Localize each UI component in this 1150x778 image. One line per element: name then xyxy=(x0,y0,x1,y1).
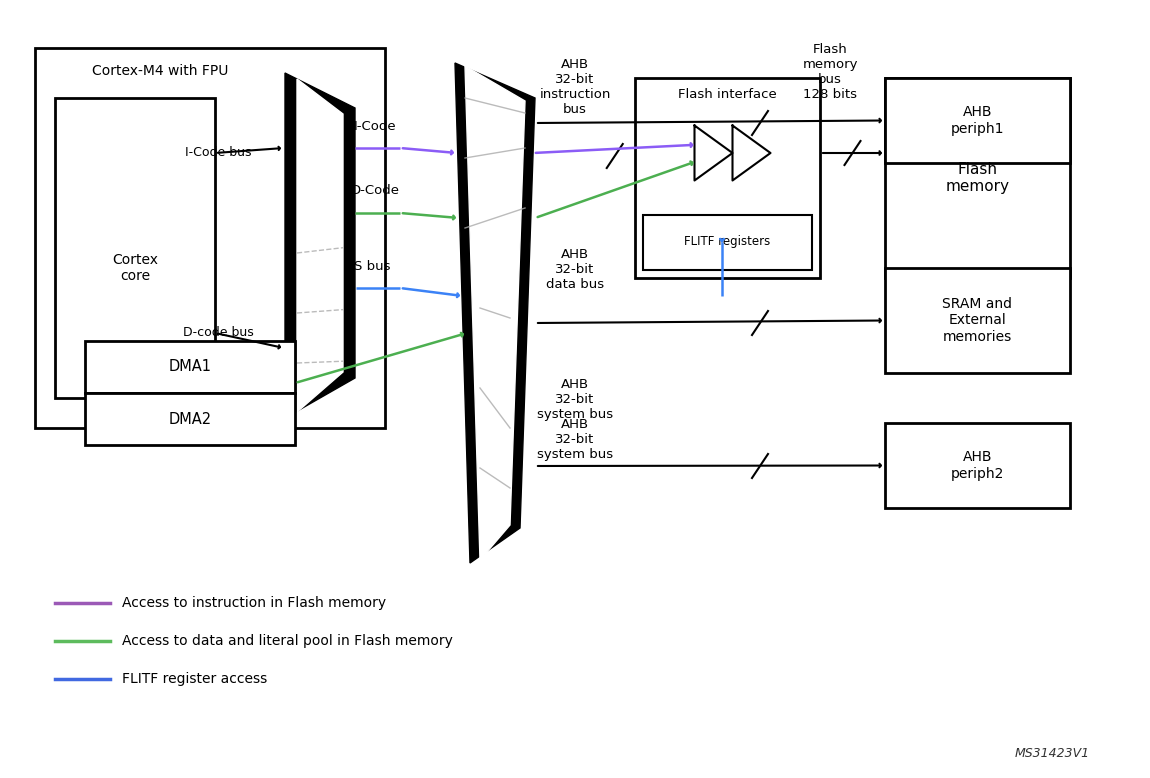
FancyBboxPatch shape xyxy=(886,78,1070,163)
Polygon shape xyxy=(465,66,526,560)
Text: AHB
periph1: AHB periph1 xyxy=(951,105,1004,135)
FancyBboxPatch shape xyxy=(85,393,296,445)
Text: DMA2: DMA2 xyxy=(168,412,212,426)
Text: Flash
memory
bus
128 bits: Flash memory bus 128 bits xyxy=(803,43,858,101)
Text: Flash interface: Flash interface xyxy=(678,88,777,101)
Text: AHB
32-bit
data bus: AHB 32-bit data bus xyxy=(546,248,604,291)
Text: Access to instruction in Flash memory: Access to instruction in Flash memory xyxy=(122,596,386,610)
Polygon shape xyxy=(285,73,355,418)
FancyBboxPatch shape xyxy=(55,98,215,398)
Text: Access to data and literal pool in Flash memory: Access to data and literal pool in Flash… xyxy=(122,634,453,648)
Polygon shape xyxy=(455,63,535,563)
FancyBboxPatch shape xyxy=(886,268,1070,373)
Text: Cortex
core: Cortex core xyxy=(112,253,158,283)
Text: AHB
32-bit
instruction
bus: AHB 32-bit instruction bus xyxy=(539,58,611,116)
Text: I-Code: I-Code xyxy=(354,120,397,132)
Text: MS31423V1: MS31423V1 xyxy=(1015,747,1090,760)
Text: DMA1: DMA1 xyxy=(169,359,212,374)
Polygon shape xyxy=(297,79,343,412)
FancyBboxPatch shape xyxy=(886,423,1070,508)
FancyBboxPatch shape xyxy=(34,48,385,428)
Text: FLITF registers: FLITF registers xyxy=(684,236,771,248)
FancyBboxPatch shape xyxy=(643,215,812,270)
Text: AHB
32-bit
system bus: AHB 32-bit system bus xyxy=(537,378,613,421)
Text: AHB
periph2: AHB periph2 xyxy=(951,450,1004,481)
Text: AHB
32-bit
system bus: AHB 32-bit system bus xyxy=(537,418,613,461)
Text: D-code bus: D-code bus xyxy=(183,327,253,339)
Text: SRAM and
External
memories: SRAM and External memories xyxy=(943,297,1012,344)
Text: FLITF register access: FLITF register access xyxy=(122,672,267,686)
Text: I-Code bus: I-Code bus xyxy=(185,146,251,159)
FancyBboxPatch shape xyxy=(635,78,820,278)
Text: D-Code: D-Code xyxy=(351,184,399,197)
FancyBboxPatch shape xyxy=(85,341,296,393)
FancyBboxPatch shape xyxy=(886,78,1070,278)
Text: Flash
memory: Flash memory xyxy=(945,162,1010,194)
Text: S bus: S bus xyxy=(354,260,390,272)
Text: Cortex-M4 with FPU: Cortex-M4 with FPU xyxy=(92,64,228,78)
